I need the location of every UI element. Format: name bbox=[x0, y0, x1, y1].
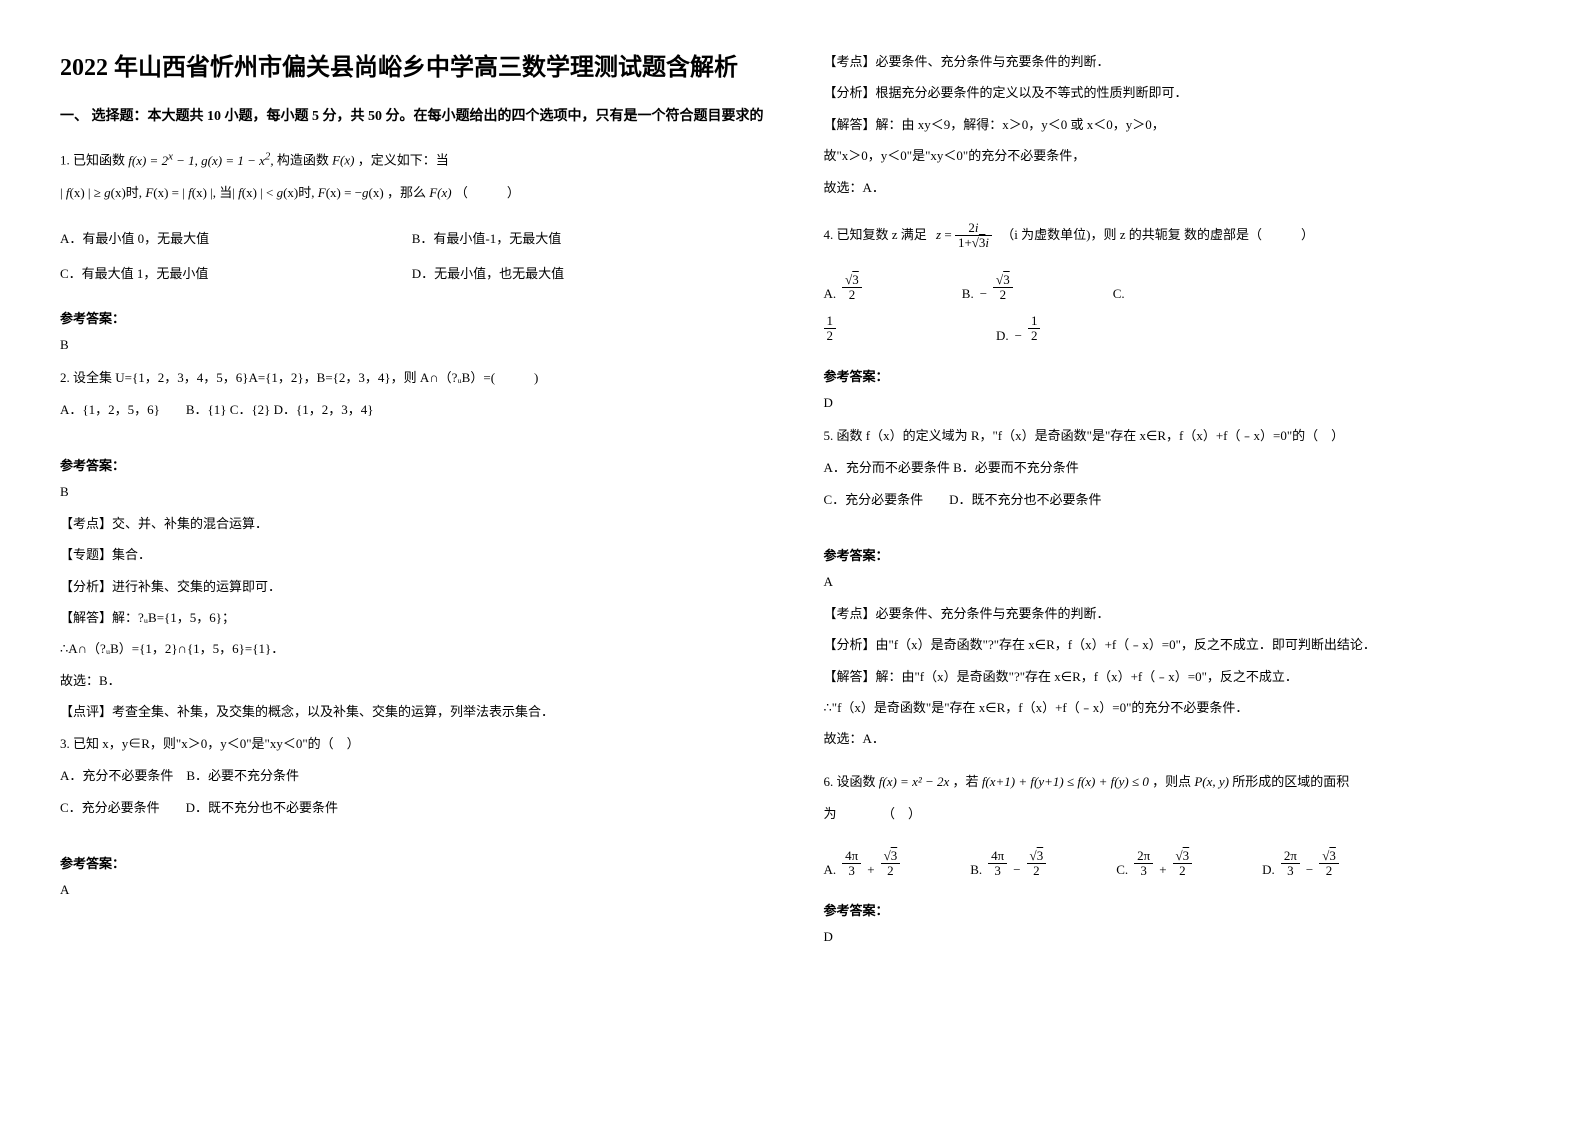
q2-analysis-6: 【点评】考查全集、补集，及交集的概念，以及补集、交集的运算，列举法表示集合． bbox=[60, 700, 764, 723]
q3-analysis-4: 故选：A． bbox=[824, 176, 1528, 199]
q2-text: 2. 设全集 U={1，2，3，4，5，6}A={1，2}，B={2，3，4}，… bbox=[60, 365, 764, 391]
q6-optA: A. 4π3 + √32 bbox=[824, 849, 901, 879]
question-5: 5. 函数 f（x）的定义域为 R，"f（x）是奇函数"是"存在 x∈R，f（x… bbox=[824, 423, 1528, 519]
q4-optB-label: B. bbox=[962, 286, 974, 302]
q6-mid1: ，若 bbox=[953, 774, 979, 789]
q1-optB: B．有最小值-1，无最大值 bbox=[412, 228, 764, 247]
q4-mid: （i 为虚数单位)，则 z 的共轭复 数的虚部是（ ） bbox=[1001, 227, 1314, 242]
question-4: 4. 已知复数 z 满足 z = 2i1+√3i （i 为虚数单位)，则 z 的… bbox=[824, 221, 1528, 257]
q1-optD: D．无最小值，也无最大值 bbox=[412, 263, 764, 282]
q6-end: 所形成的区域的面积 bbox=[1232, 774, 1349, 789]
q4-optA-label: A. bbox=[824, 286, 837, 302]
q6-optC: C. 2π3 + √32 bbox=[1116, 849, 1192, 879]
q4-options-row2: 12 D. −12 bbox=[824, 314, 1528, 344]
q3-analysis-2: 【解答】解：由 xy＜9，解得：x＞0，y＜0 或 x＜0，y＞0， bbox=[824, 113, 1528, 136]
question-3: 3. 已知 x，y∈R，则"x＞0，y＜0"是"xy＜0"的（ ） A．充分不必… bbox=[60, 731, 764, 827]
q4-optD: D. −12 bbox=[996, 314, 1040, 344]
q1-mid1: 构造函数 bbox=[277, 153, 329, 168]
q3-optsCD: C．充分必要条件 D．既不充分也不必要条件 bbox=[60, 795, 764, 821]
q1-end: ，那么 bbox=[387, 185, 426, 200]
q2-analysis-4: ∴A∩（?ᵤB）={1，2}∩{1，5，6}={1}． bbox=[60, 637, 764, 660]
q1-paren: （ ） bbox=[455, 185, 520, 200]
q3-answer-label: 参考答案： bbox=[60, 853, 764, 872]
q5-text: 5. 函数 f（x）的定义域为 R，"f（x）是奇函数"是"存在 x∈R，f（x… bbox=[824, 423, 1528, 449]
q4-optA: A. √32 bbox=[824, 273, 862, 303]
q5-analysis-2: 【解答】解：由"f（x）是奇函数"?"存在 x∈R，f（x）+f（﹣x）=0"，… bbox=[824, 665, 1528, 688]
q2-answer-label: 参考答案： bbox=[60, 455, 764, 474]
q6-formula3: P(x, y) bbox=[1194, 774, 1232, 789]
q3-answer: A bbox=[60, 882, 764, 898]
q5-analysis-3: ∴"f（x）是奇函数"是"存在 x∈R，f（x）+f（﹣x）=0"的充分不必要条… bbox=[824, 696, 1528, 719]
right-column: 【考点】必要条件、充分条件与充要条件的判断． 【分析】根据充分必要条件的定义以及… bbox=[824, 50, 1528, 1072]
q4-answer: D bbox=[824, 395, 1528, 411]
q4-optD-label: D. bbox=[996, 328, 1009, 344]
q3-analysis-1: 【分析】根据充分必要条件的定义以及不等式的性质判断即可． bbox=[824, 81, 1528, 104]
section-heading: 一、 选择题：本大题共 10 小题，每小题 5 分，共 50 分。在每小题给出的… bbox=[60, 106, 764, 128]
q3-analysis-0: 【考点】必要条件、充分条件与充要条件的判断． bbox=[824, 50, 1528, 73]
q1-formula3: F(x) bbox=[429, 185, 455, 200]
q2-analysis-1: 【专题】集合． bbox=[60, 543, 764, 566]
q1-prefix: 1. 已知函数 bbox=[60, 153, 125, 168]
q4-prefix: 4. 已知复数 z 满足 bbox=[824, 227, 927, 242]
q1-formula-line2: | f(x) | ≥ g(x)时, F(x) = | f(x) |, 当| f(… bbox=[60, 185, 384, 200]
q6-formula1: f(x) = x² − 2x bbox=[879, 774, 953, 789]
q5-analysis-0: 【考点】必要条件、充分条件与充要条件的判断． bbox=[824, 602, 1528, 625]
q4-optB: B. −√32 bbox=[962, 273, 1013, 303]
q5-analysis-1: 【分析】由"f（x）是奇函数"?"存在 x∈R，f（x）+f（﹣x）=0"，反之… bbox=[824, 633, 1528, 656]
q1-optC: C．有最大值 1，无最小值 bbox=[60, 263, 412, 282]
q1-optA: A．有最小值 0，无最大值 bbox=[60, 228, 412, 247]
q6-optD: D. 2π3 − √32 bbox=[1262, 849, 1339, 879]
q4-optC: C. bbox=[1113, 286, 1125, 302]
q1-formula1: f(x) = 2x − 1, g(x) = 1 − x2, bbox=[128, 153, 277, 168]
q6-formula2: f(x+1) + f(y+1) ≤ f(x) + f(y) ≤ 0 bbox=[982, 774, 1152, 789]
q3-optsAB: A．充分不必要条件 B．必要不充分条件 bbox=[60, 763, 764, 789]
q4-optC-frac: 12 bbox=[824, 314, 837, 344]
q6-answer-label: 参考答案： bbox=[824, 900, 1528, 919]
q6-answer: D bbox=[824, 929, 1528, 945]
q3-analysis-3: 故"x＞0，y＜0"是"xy＜0"的充分不必要条件， bbox=[824, 144, 1528, 167]
q4-options-row1: A. √32 B. −√32 C. bbox=[824, 273, 1528, 303]
q6-line2: 为 （ ） bbox=[824, 801, 1528, 827]
q1-formula2: F(x) bbox=[332, 153, 358, 168]
q5-optsCD: C．充分必要条件 D．既不充分也不必要条件 bbox=[824, 487, 1528, 513]
q1-options-row1: A．有最小值 0，无最大值 B．有最小值-1，无最大值 bbox=[60, 228, 764, 247]
q2-analysis-0: 【考点】交、并、补集的混合运算． bbox=[60, 512, 764, 535]
left-column: 2022 年山西省忻州市偏关县尚峪乡中学高三数学理测试题含解析 一、 选择题：本… bbox=[60, 50, 764, 1072]
q5-answer: A bbox=[824, 574, 1528, 590]
q6-prefix: 6. 设函数 bbox=[824, 774, 876, 789]
q1-options-row2: C．有最大值 1，无最小值 D．无最小值，也无最大值 bbox=[60, 263, 764, 282]
q6-mid2: ，则点 bbox=[1152, 774, 1191, 789]
page-title: 2022 年山西省忻州市偏关县尚峪乡中学高三数学理测试题含解析 bbox=[60, 50, 764, 86]
q2-analysis-2: 【分析】进行补集、交集的运算即可． bbox=[60, 575, 764, 598]
q1-mid2: ，定义如下：当 bbox=[358, 153, 449, 168]
q5-optsAB: A．充分而不必要条件 B．必要而不充分条件 bbox=[824, 455, 1528, 481]
q4-optC-label: C. bbox=[1113, 286, 1125, 302]
question-1: 1. 已知函数 f(x) = 2x − 1, g(x) = 1 − x2, 构造… bbox=[60, 146, 764, 211]
q2-answer: B bbox=[60, 484, 764, 500]
q3-text: 3. 已知 x，y∈R，则"x＞0，y＜0"是"xy＜0"的（ ） bbox=[60, 731, 764, 757]
q6-options: A. 4π3 + √32 B. 4π3 − √32 C. 2π3 + √32 D… bbox=[824, 849, 1528, 879]
q2-analysis-5: 故选：B． bbox=[60, 669, 764, 692]
question-6: 6. 设函数 f(x) = x² − 2x ，若 f(x+1) + f(y+1)… bbox=[824, 769, 1528, 833]
q4-answer-label: 参考答案： bbox=[824, 366, 1528, 385]
q1-answer-label: 参考答案： bbox=[60, 308, 764, 327]
q2-options: A．{1，2，5，6} B．{1} C．{2} D．{1，2，3，4} bbox=[60, 397, 764, 423]
q1-answer: B bbox=[60, 337, 764, 353]
q4-formula: z = 2i1+√3i bbox=[936, 221, 992, 251]
q5-analysis-4: 故选：A． bbox=[824, 727, 1528, 750]
question-2: 2. 设全集 U={1，2，3，4，5，6}A={1，2}，B={2，3，4}，… bbox=[60, 365, 764, 429]
q2-analysis-3: 【解答】解：?ᵤB={1，5，6}； bbox=[60, 606, 764, 629]
q6-optB: B. 4π3 − √32 bbox=[970, 849, 1046, 879]
q5-answer-label: 参考答案： bbox=[824, 545, 1528, 564]
